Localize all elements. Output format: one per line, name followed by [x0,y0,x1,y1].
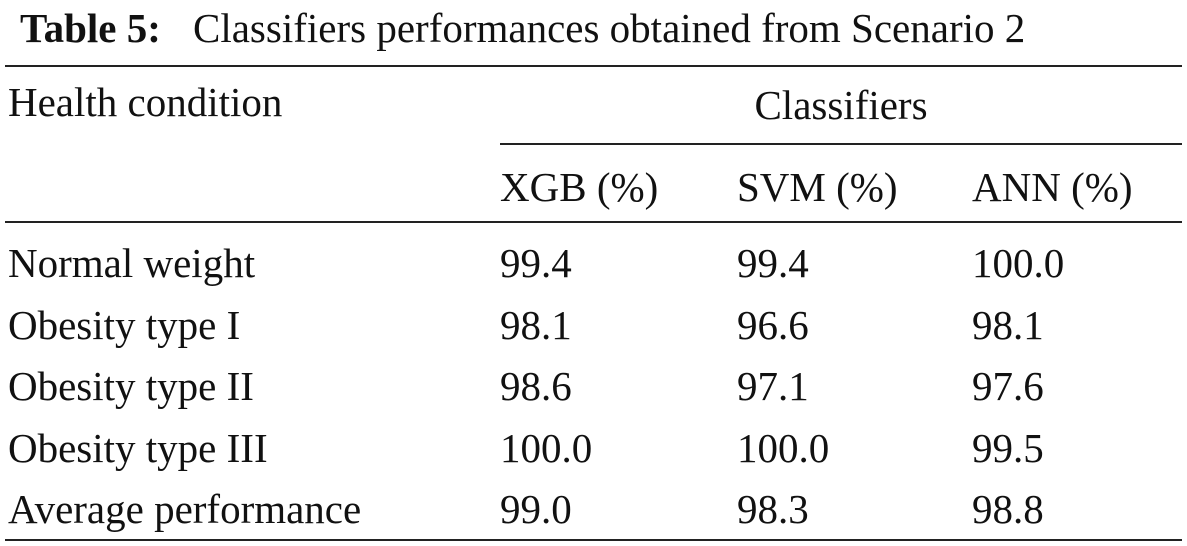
table-label: Table 5: [20,5,161,51]
row-label: Obesity type I [8,302,241,348]
row-label: Obesity type II [8,363,254,409]
column-header: SVM (%) [737,164,898,210]
column-header: ANN (%) [972,164,1133,210]
cell-value: 100.0 [500,425,593,471]
cell-value: 99.0 [500,486,572,532]
row-header-label: Health condition [8,79,283,125]
cell-value: 99.4 [500,240,572,286]
header-rule [5,221,1182,223]
row-label: Normal weight [8,240,256,286]
row-label: Average performance [8,486,362,532]
cell-value: 96.6 [737,302,809,348]
cell-value: 98.1 [972,302,1044,348]
cell-value: 99.4 [737,240,809,286]
row-label: Obesity type III [8,425,268,471]
cell-value: 100.0 [972,240,1065,286]
cell-value: 98.8 [972,486,1044,532]
cell-value: 100.0 [737,425,830,471]
bottom-rule [5,539,1182,541]
table-caption: Classifiers performances obtained from S… [193,5,1026,51]
cell-value: 98.3 [737,486,809,532]
column-header: XGB (%) [500,164,659,210]
cell-value: 99.5 [972,425,1044,471]
cell-value: 98.6 [500,363,572,409]
cell-value: 97.6 [972,363,1044,409]
cell-value: 97.1 [737,363,809,409]
cell-value: 98.1 [500,302,572,348]
group-header: Classifiers [754,82,928,128]
group-rule [500,143,1182,145]
top-rule [5,65,1182,67]
